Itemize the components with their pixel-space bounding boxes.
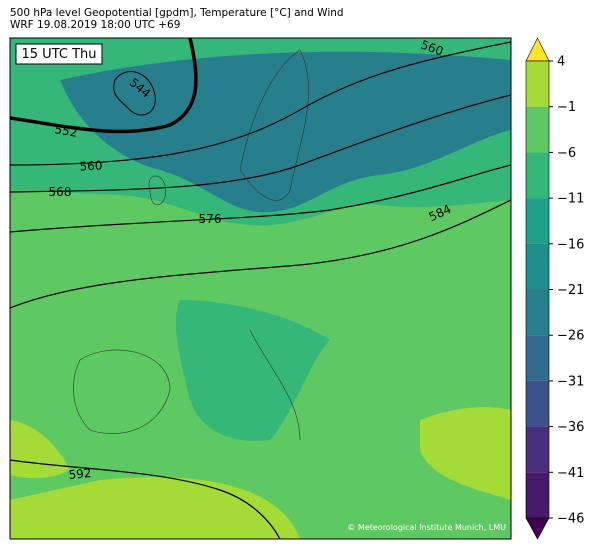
contour-label: 592 bbox=[68, 466, 92, 482]
colorbar-tick-label: −16 bbox=[557, 237, 584, 252]
colorbar-band bbox=[526, 335, 549, 381]
colorbar-under bbox=[525, 517, 550, 540]
colorbar-tick-label: −6 bbox=[557, 146, 576, 161]
map-frame bbox=[9, 37, 512, 540]
coastline bbox=[239, 49, 309, 201]
temp-field bbox=[60, 51, 511, 213]
colorbar: 4 −1 −6 −11 −16 −21 −26 −31 −36 −41 −46 bbox=[525, 37, 584, 540]
colorbar-band bbox=[526, 380, 549, 427]
coastline bbox=[73, 349, 171, 434]
coastline bbox=[249, 329, 301, 441]
contour-line bbox=[10, 199, 511, 309]
temp-field bbox=[175, 300, 330, 441]
colorbar-band bbox=[526, 152, 549, 199]
colorbar-band bbox=[526, 106, 549, 153]
coastlines bbox=[73, 49, 309, 441]
time-label: 15 UTC Thu bbox=[22, 47, 97, 62]
contour-label: 568 bbox=[49, 185, 72, 199]
contour-label: 552 bbox=[54, 122, 79, 140]
colorbar-tick-label: −31 bbox=[557, 374, 584, 389]
colorbar-over bbox=[525, 37, 550, 62]
colorbar-band bbox=[526, 426, 549, 473]
credit: © Meteorological Institute Munich, LMU bbox=[347, 523, 506, 532]
contour-line bbox=[10, 94, 511, 193]
contour-line bbox=[10, 164, 511, 233]
contour-line bbox=[10, 41, 511, 166]
colorbar-tick-label: 4 bbox=[557, 55, 565, 70]
colorbar-band bbox=[526, 472, 549, 518]
contour-line bbox=[10, 38, 198, 134]
contour-label: 576 bbox=[199, 212, 222, 226]
title: 500 hPa level Geopotential [gpdm], Tempe… bbox=[10, 7, 344, 19]
colorbar-tick-label: −21 bbox=[557, 283, 584, 298]
colorbar-tick-label: −46 bbox=[557, 512, 584, 527]
colorbar-tick-label: −36 bbox=[557, 420, 584, 435]
colorbar-tick-label: −41 bbox=[557, 466, 584, 481]
contours bbox=[10, 38, 511, 539]
coastline bbox=[148, 175, 167, 206]
subtitle: WRF 19.08.2019 18:00 UTC +69 bbox=[10, 19, 180, 31]
colorbar-band bbox=[526, 61, 549, 107]
colorbar-tick-label: −26 bbox=[557, 329, 584, 344]
colorbar-band bbox=[526, 243, 549, 290]
colorbar-tick-label: −11 bbox=[557, 192, 584, 207]
temp-field bbox=[420, 407, 511, 500]
colorbar-band bbox=[526, 289, 549, 336]
colorbar-band bbox=[526, 198, 549, 244]
map bbox=[10, 38, 511, 539]
contour-label: 560 bbox=[79, 158, 103, 173]
temp-field bbox=[10, 420, 70, 479]
contour-line bbox=[10, 459, 281, 539]
contour-line bbox=[113, 71, 156, 116]
time-box bbox=[15, 43, 103, 65]
colorbar-tick-label: −1 bbox=[557, 100, 576, 115]
